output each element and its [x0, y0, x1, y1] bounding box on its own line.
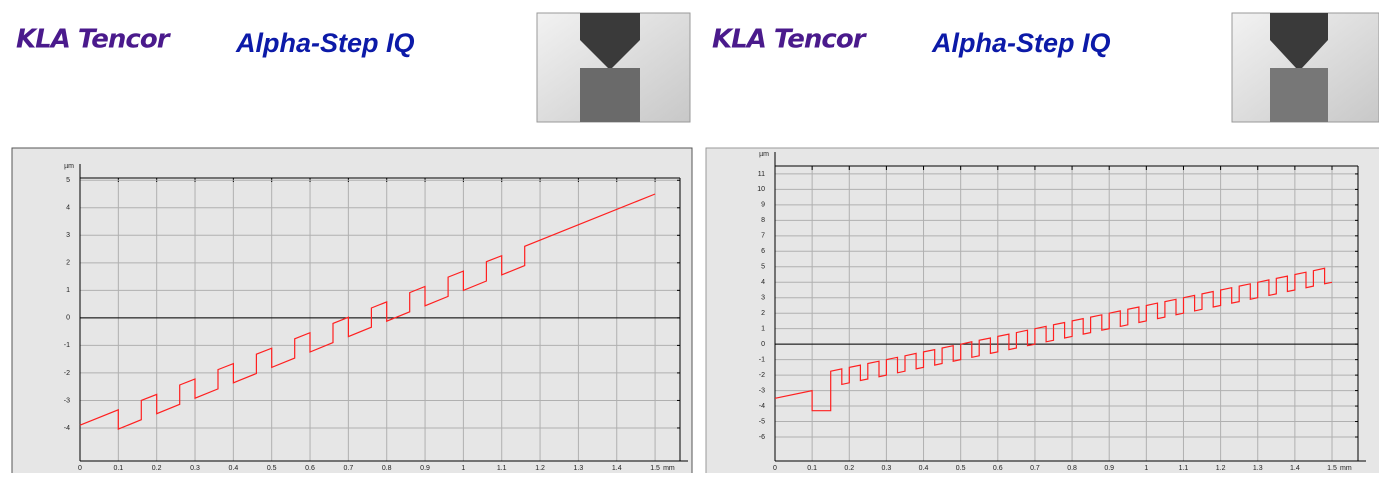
brand-logo: KLA Tencor: [712, 25, 868, 55]
y-tick-label: -4: [759, 403, 765, 410]
y-tick-label: 2: [66, 260, 70, 267]
x-tick-label: 0.8: [1067, 465, 1077, 472]
y-tick-label: 1: [66, 287, 70, 294]
y-tick-label: 11: [758, 171, 765, 178]
x-tick-label: 1.4: [612, 465, 622, 472]
brand-logo: KLA Tencor: [16, 25, 172, 55]
y-tick-label: 0: [66, 315, 70, 322]
screen: KLA Tencor Alpha-Step IQ KLA Tencor Alph…: [0, 0, 1379, 473]
x-tick-label: 0.2: [844, 465, 854, 472]
y-tick-label: -3: [64, 397, 70, 404]
x-tick-label: 0.9: [420, 465, 430, 472]
x-axis-label: mm: [1340, 465, 1352, 472]
panel: [12, 148, 692, 473]
y-tick-label: -2: [759, 372, 765, 379]
x-tick-label: 1.1: [497, 465, 507, 472]
x-tick-label: 0.4: [228, 465, 238, 472]
x-tick-label: 0.7: [1030, 465, 1040, 472]
x-tick-label: 1.3: [1253, 465, 1263, 472]
x-tick-label: 0.7: [344, 465, 354, 472]
x-axis-label: mm: [663, 465, 675, 472]
y-tick-label: 3: [66, 232, 70, 239]
y-tick-label: 5: [66, 177, 70, 184]
x-tick-label: 0.5: [267, 465, 277, 472]
y-tick-label: 4: [761, 279, 765, 286]
x-tick-label: 0.1: [807, 465, 817, 472]
x-tick-label: 1.3: [574, 465, 584, 472]
y-tick-label: -1: [64, 342, 70, 349]
x-tick-label: 0.1: [113, 465, 123, 472]
y-tick-label: 6: [761, 248, 765, 255]
x-tick-label: 0: [773, 465, 777, 472]
y-tick-label: 5: [761, 264, 765, 271]
y-axis-label: µm: [759, 151, 769, 158]
y-tick-label: -1: [759, 356, 765, 363]
y-tick-label: -3: [759, 387, 765, 394]
probe-photo: [1232, 13, 1379, 122]
x-tick-label: 1.2: [535, 465, 545, 472]
x-tick-label: 0: [78, 465, 82, 472]
x-tick-label: 1: [461, 465, 465, 472]
y-tick-label: -6: [759, 434, 765, 441]
y-tick-label: -2: [64, 370, 70, 377]
x-tick-label: 0.3: [190, 465, 200, 472]
y-tick-label: 9: [761, 202, 765, 209]
x-tick-label: 0.2: [152, 465, 162, 472]
y-tick-label: 4: [66, 205, 70, 212]
panel: [706, 148, 1379, 473]
y-tick-label: 7: [761, 233, 765, 240]
y-tick-label: 0: [761, 341, 765, 348]
x-tick-label: 0.3: [882, 465, 892, 472]
product-name: Alpha-Step IQ: [235, 28, 415, 58]
y-axis-label: µm: [64, 163, 74, 170]
y-tick-label: 2: [761, 310, 765, 317]
y-tick-label: -5: [759, 418, 765, 425]
x-tick-label: 1.5: [1327, 465, 1337, 472]
x-tick-label: 0.8: [382, 465, 392, 472]
y-tick-label: 1: [761, 326, 765, 333]
x-tick-label: 0.6: [305, 465, 315, 472]
x-tick-label: 1.2: [1216, 465, 1226, 472]
x-tick-label: 1.4: [1290, 465, 1300, 472]
y-tick-label: 8: [761, 217, 765, 224]
x-tick-label: 0.4: [919, 465, 929, 472]
y-tick-label: 3: [761, 295, 765, 302]
x-tick-label: 1: [1144, 465, 1148, 472]
x-tick-label: 0.6: [993, 465, 1003, 472]
y-tick-label: 10: [757, 186, 765, 193]
x-tick-label: 1.1: [1179, 465, 1189, 472]
probe-photo: [537, 13, 690, 122]
x-tick-label: 1.5: [650, 465, 660, 472]
x-tick-label: 0.9: [1104, 465, 1114, 472]
y-tick-label: -4: [64, 425, 70, 432]
x-tick-label: 0.5: [956, 465, 966, 472]
product-name: Alpha-Step IQ: [931, 28, 1111, 58]
